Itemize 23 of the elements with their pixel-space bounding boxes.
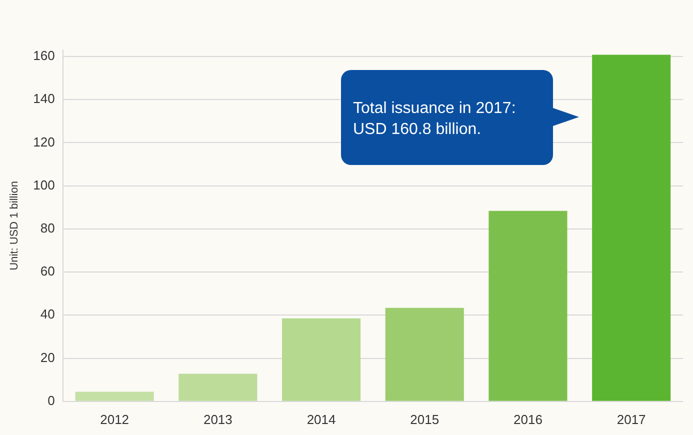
bar: [75, 392, 154, 401]
y-tick-label: 0: [48, 392, 55, 408]
y-tick-label: 60: [40, 264, 55, 279]
y-tick-label: 120: [33, 134, 55, 150]
bar: [385, 308, 464, 401]
x-tick-label: 2014: [306, 412, 336, 427]
x-tick-label: 2017: [616, 412, 646, 427]
y-tick-label: 80: [40, 220, 55, 236]
bar: [592, 54, 671, 401]
y-tick-label: 20: [40, 350, 55, 365]
annotation: Total issuance in 2017: USD 160.8 billion.: [353, 99, 516, 140]
y-axis-title: Unit: USD 1 billion: [8, 181, 21, 270]
x-tick-label: 2015: [410, 412, 440, 427]
y-tick-label: 140: [33, 91, 55, 106]
y-tick-label: 160: [33, 48, 55, 64]
bar: [178, 374, 258, 401]
x-tick-label: 2012: [100, 412, 130, 427]
x-tick-label: 2013: [203, 412, 232, 427]
y-tick-label: 100: [33, 177, 55, 192]
bar: [282, 318, 361, 401]
y-tick-label: 40: [40, 306, 55, 322]
bar: [488, 210, 568, 401]
x-tick-label: 2016: [514, 412, 542, 427]
